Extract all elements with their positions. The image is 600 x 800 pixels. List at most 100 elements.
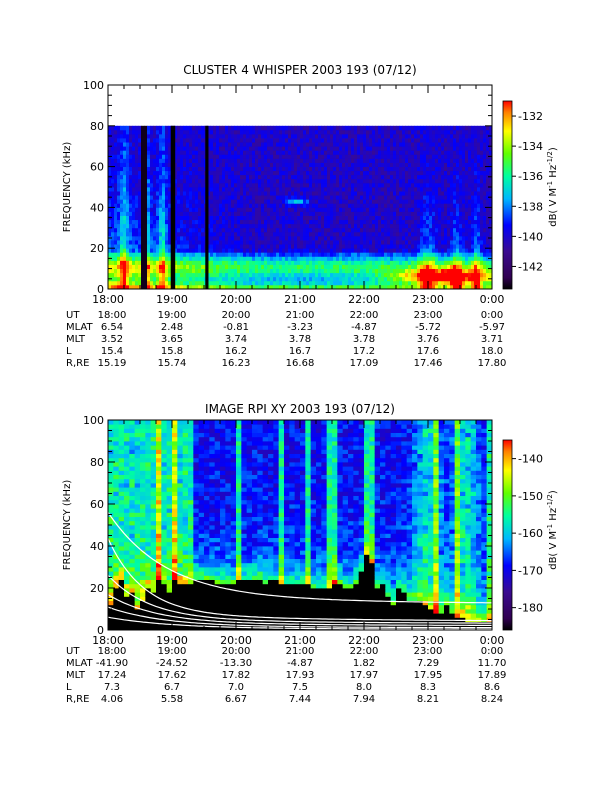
whisper-cell bbox=[300, 129, 304, 135]
whisper-cell bbox=[438, 248, 442, 253]
whisper-cell bbox=[192, 272, 196, 278]
whisper-cell bbox=[108, 158, 112, 163]
whisper-cell bbox=[468, 133, 472, 139]
whisper-cell bbox=[426, 154, 430, 159]
whisper-cell bbox=[399, 240, 403, 245]
whisper-cell bbox=[138, 280, 142, 286]
whisper-cell bbox=[288, 203, 292, 208]
whisper-cell bbox=[282, 215, 286, 221]
whisper-cell bbox=[210, 203, 214, 208]
whisper-cell bbox=[222, 260, 226, 265]
whisper-cell bbox=[450, 272, 454, 278]
whisper-cell bbox=[249, 191, 253, 196]
whisper-cell bbox=[426, 211, 430, 216]
whisper-cell bbox=[264, 199, 268, 204]
whisper-cell bbox=[480, 207, 484, 212]
whisper-cell bbox=[279, 166, 283, 172]
whisper-cell bbox=[420, 260, 424, 265]
whisper-cell bbox=[363, 231, 367, 237]
whisper-cell bbox=[393, 272, 397, 278]
whisper-cell bbox=[210, 272, 214, 278]
whisper-cell bbox=[276, 268, 280, 274]
whisper-cell bbox=[399, 260, 403, 265]
whisper-cell bbox=[207, 268, 211, 274]
whisper-cell bbox=[201, 129, 205, 135]
whisper-cell bbox=[420, 248, 424, 253]
whisper-cell bbox=[435, 219, 439, 225]
whisper-cell bbox=[321, 174, 325, 180]
whisper-cell bbox=[450, 268, 454, 274]
whisper-cell bbox=[390, 199, 394, 204]
whisper-cell bbox=[195, 142, 199, 147]
whisper-cell bbox=[411, 215, 415, 221]
whisper-cell bbox=[201, 223, 205, 229]
whisper-cell bbox=[465, 235, 469, 241]
whisper-cell bbox=[375, 256, 379, 261]
whisper-cell bbox=[228, 199, 232, 204]
whisper-cell bbox=[165, 256, 169, 261]
whisper-cell bbox=[366, 215, 370, 221]
whisper-cell bbox=[438, 276, 442, 282]
whisper-cell bbox=[108, 280, 112, 286]
whisper-cell bbox=[207, 142, 211, 147]
whisper-cell bbox=[231, 264, 235, 269]
whisper-cell bbox=[222, 268, 226, 274]
whisper-cell bbox=[210, 268, 214, 274]
whisper-cell bbox=[342, 260, 346, 265]
whisper-cell bbox=[435, 203, 439, 208]
whisper-cell bbox=[435, 227, 439, 233]
whisper-cell bbox=[330, 154, 334, 159]
whisper-cell bbox=[306, 191, 310, 196]
whisper-cell bbox=[456, 256, 460, 261]
whisper-cell bbox=[327, 268, 331, 274]
whisper-cell bbox=[183, 158, 187, 163]
whisper-cell bbox=[183, 166, 187, 172]
whisper-cell bbox=[405, 150, 409, 155]
whisper-cell bbox=[387, 260, 391, 265]
whisper-cell bbox=[288, 248, 292, 253]
whisper-cell bbox=[366, 146, 370, 151]
whisper-cell bbox=[228, 142, 232, 147]
whisper-cell bbox=[156, 248, 160, 253]
whisper-cell bbox=[285, 260, 289, 265]
whisper-cell bbox=[426, 129, 430, 135]
whisper-cell bbox=[372, 244, 376, 249]
whisper-cell bbox=[456, 268, 460, 274]
whisper-cell bbox=[303, 268, 307, 274]
whisper-cell bbox=[249, 248, 253, 253]
whisper-cell bbox=[177, 195, 181, 200]
whisper-cell bbox=[435, 252, 439, 257]
whisper-cell bbox=[447, 178, 451, 184]
whisper-cell bbox=[246, 211, 250, 216]
whisper-cell bbox=[417, 187, 421, 192]
whisper-cell bbox=[147, 187, 151, 192]
whisper-cell bbox=[258, 166, 262, 172]
whisper-cell bbox=[279, 178, 283, 184]
whisper-cell bbox=[108, 187, 112, 192]
whisper-cell bbox=[180, 133, 184, 139]
whisper-cell bbox=[183, 235, 187, 241]
whisper-cell bbox=[330, 191, 334, 196]
whisper-cell bbox=[153, 146, 157, 151]
whisper-cell bbox=[474, 166, 478, 172]
whisper-cell bbox=[192, 244, 196, 249]
whisper-cell bbox=[381, 138, 385, 143]
whisper-cell bbox=[180, 211, 184, 216]
whisper-cell bbox=[450, 150, 454, 155]
whisper-cell bbox=[294, 150, 298, 155]
whisper-cell bbox=[201, 235, 205, 241]
whisper-cell bbox=[126, 203, 130, 208]
whisper-cell bbox=[339, 260, 343, 265]
whisper-cell bbox=[351, 248, 355, 253]
whisper-cell bbox=[144, 125, 148, 131]
whisper-cell bbox=[132, 125, 136, 131]
whisper-cell bbox=[216, 260, 220, 265]
whisper-cell bbox=[387, 272, 391, 278]
whisper-cell bbox=[429, 203, 433, 208]
whisper-cell bbox=[474, 182, 478, 188]
whisper-cell bbox=[225, 276, 229, 282]
whisper-cell bbox=[471, 231, 475, 237]
whisper-cell bbox=[471, 174, 475, 180]
whisper-cell bbox=[147, 207, 151, 212]
whisper-cell bbox=[333, 276, 337, 282]
